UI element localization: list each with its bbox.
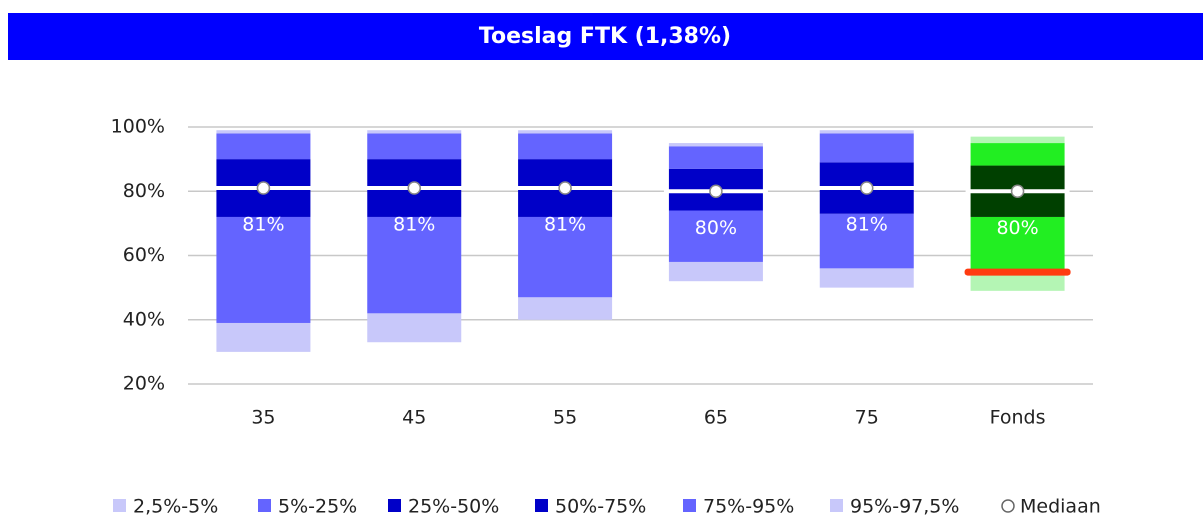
bar-segment [216,133,311,160]
y-tick-label: 80% [123,180,165,202]
legend-swatch [113,499,126,512]
x-tick-label: 65 [704,407,728,429]
bar-segment [819,133,914,163]
bar-segment [668,261,763,282]
median-label: 81% [846,214,888,236]
bar-segment [970,143,1065,166]
y-tick-label: 20% [123,373,165,395]
legend-label: Mediaan [1020,496,1101,518]
legend-label: 75%-95% [703,496,794,518]
bar-segment [518,133,613,160]
bar-segment [518,130,613,134]
x-tick-label: Fonds [990,407,1046,429]
legend-swatch [258,499,271,512]
y-tick-label: 40% [123,308,165,330]
x-tick-label: 55 [553,407,577,429]
bar-segment [819,213,914,269]
legend-label: 25%-50% [408,496,499,518]
bar-segment [367,313,462,343]
x-tick-label: 75 [855,407,879,429]
x-tick-label: 35 [251,407,275,429]
legend-label: 2,5%-5% [133,496,218,518]
median-dot [256,181,271,195]
median-label: 80% [695,217,737,239]
bar-segment [668,168,763,192]
median-label: 81% [242,214,284,236]
bar-segment [367,216,462,314]
legend-swatch [830,499,843,512]
legend-label: 5%-25% [278,496,357,518]
bar-segment [668,191,763,211]
marker-line [964,268,1071,276]
chart-title: Toeslag FTK (1,38%) [479,24,731,49]
title-bar [8,13,1203,60]
median-dot [1010,184,1025,198]
bar-segment [668,143,763,147]
bar-segment [970,136,1065,144]
median-dot [558,181,572,195]
median-dot [407,181,421,195]
legend-swatch [683,499,696,512]
bar-segment [668,146,763,169]
median-dot [860,181,874,195]
legend-label: 50%-75% [555,496,646,518]
bar-segment [216,216,311,323]
x-tick-label: 45 [402,407,426,429]
bar-segment [970,274,1065,291]
bar-segment [367,130,462,134]
bar-segment [668,210,763,262]
bar-segment [518,216,613,298]
bar-segment [819,130,914,134]
median-dot [709,184,723,198]
legend-swatch [1001,499,1015,513]
legend-label: 95%-97,5% [850,496,959,518]
bar-segment [970,216,1065,275]
bar-segment [367,133,462,160]
median-label: 81% [544,214,586,236]
bar-segment [819,268,914,288]
legend-swatch [388,499,401,512]
bar-segment [216,130,311,134]
legend-swatch [535,499,548,512]
y-tick-label: 60% [123,244,165,266]
y-tick-label: 100% [111,116,165,138]
median-label: 81% [393,214,435,236]
median-label: 80% [996,217,1038,239]
bar-segment [518,297,613,320]
bar-segment [216,322,311,352]
